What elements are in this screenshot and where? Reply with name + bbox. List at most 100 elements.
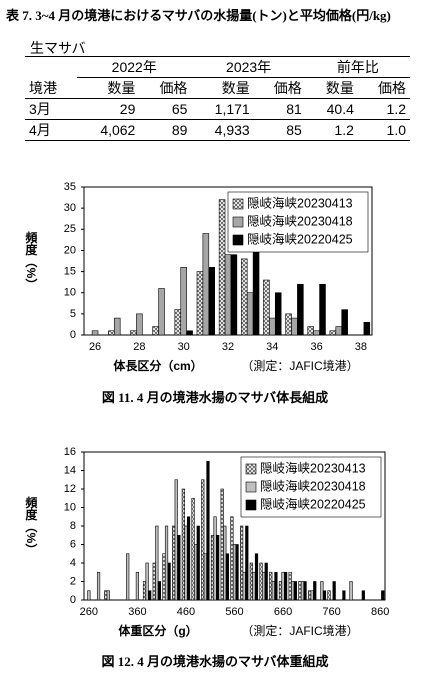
x-tick-label: 30 (178, 341, 190, 353)
bar (307, 590, 312, 601)
bar (363, 322, 371, 336)
bar (91, 330, 99, 336)
table-subtitle: 生マサバ (30, 40, 86, 56)
bar (108, 330, 115, 336)
bar (252, 250, 260, 336)
bar (186, 330, 193, 336)
bar (106, 590, 110, 601)
x-tick-label: 560 (225, 606, 243, 618)
legend-label: 隠岐海峡20220425 (260, 496, 366, 511)
bar (96, 571, 101, 601)
y-tick-label: 8 (70, 520, 76, 532)
bar (104, 590, 108, 601)
bar (206, 460, 210, 601)
bar (269, 317, 276, 336)
bar (274, 292, 282, 336)
bar (174, 479, 178, 601)
bar (181, 488, 185, 601)
legend-label: 隠岐海峡20230413 (247, 195, 353, 210)
bar (259, 562, 263, 601)
bar (203, 553, 207, 601)
bar (191, 497, 195, 601)
bar (240, 258, 248, 336)
bar (126, 553, 130, 601)
bar (225, 553, 229, 601)
group-header: 2023年 (191, 56, 306, 78)
y-axis-label: 頻度（%） (24, 495, 38, 555)
table-row: 3月 29 65 1,171 81 40.4 1.2 (25, 98, 410, 120)
cell: 1.2 (357, 98, 410, 120)
cell: 81 (253, 98, 306, 120)
bar (194, 544, 198, 601)
y-tick-label: 12 (64, 483, 76, 495)
bar (245, 525, 249, 601)
bar (263, 279, 270, 336)
x-tick-label: 460 (177, 606, 195, 618)
x-tick-label: 36 (310, 341, 322, 353)
x-tick-label: 26 (89, 341, 101, 353)
x-axis-note: （測定：JAFIC境港） (241, 358, 358, 373)
table-row: 4月 4,062 89 4,933 85 1.2 1.0 (25, 119, 410, 141)
bar (162, 553, 166, 601)
bar (87, 590, 91, 601)
bar (218, 199, 226, 336)
x-tick-label: 260 (80, 606, 98, 618)
bar (210, 534, 215, 601)
bar (307, 326, 314, 336)
bar (291, 317, 298, 336)
table-title: 表 7. 3~4 月の境港におけるマサバの水揚量(トン)と平均価格(円/kg) (6, 8, 391, 23)
bar (284, 571, 288, 601)
legend-label: 隠岐海峡20230413 (260, 460, 366, 475)
table-body: 3月 29 65 1,171 81 40.4 1.2 4月 4,062 89 4,933 85 1.2 1… (25, 98, 410, 141)
y-tick-label: 10 (64, 287, 76, 299)
bar (142, 581, 147, 601)
x-tick-label: 34 (266, 341, 278, 353)
bar (342, 590, 346, 601)
x-tick-label: 38 (355, 341, 367, 353)
x-tick-label: 660 (274, 606, 292, 618)
cell: 1.0 (357, 119, 410, 141)
bar (320, 581, 324, 601)
y-axis-label: 頻度（%） (24, 230, 38, 290)
bar (341, 309, 348, 336)
legend-label: 隠岐海峡20220425 (247, 231, 353, 246)
column-header: 価格 (253, 77, 306, 99)
bar (158, 288, 165, 336)
y-tick-label: 4 (70, 557, 76, 569)
x-axis-note: （測定：JAFIC境港） (241, 623, 358, 638)
bar (186, 516, 191, 601)
group-header: 2022年 (77, 56, 192, 78)
legend-swatch (245, 481, 257, 493)
bar (252, 571, 256, 601)
cell (25, 56, 78, 78)
bar (155, 525, 159, 601)
cell: 29 (77, 98, 140, 120)
column-header: 価格 (139, 77, 192, 99)
bar (246, 292, 254, 336)
cell: 3月 (25, 98, 78, 120)
bar (202, 233, 210, 336)
bar (322, 590, 327, 601)
bar (224, 254, 232, 336)
cell: 1,171 (191, 98, 254, 120)
bar (349, 581, 353, 601)
y-tick-label: 6 (70, 538, 76, 550)
bar (297, 283, 304, 336)
bar (113, 317, 121, 336)
bar (303, 581, 307, 601)
bar (361, 590, 365, 601)
caption: 図 11. 4 月の境港水揚のマサバ体長組成 (102, 390, 328, 405)
bar (230, 516, 234, 601)
y-tick-label: 5 (70, 308, 76, 320)
bar (262, 571, 266, 601)
bar (310, 590, 314, 601)
bar (196, 525, 200, 601)
bar (232, 544, 237, 601)
bar (180, 267, 187, 336)
bar (269, 571, 273, 601)
bar (240, 525, 244, 601)
column-header: 境港 (25, 77, 78, 99)
bar (285, 313, 292, 336)
bar (148, 590, 152, 601)
